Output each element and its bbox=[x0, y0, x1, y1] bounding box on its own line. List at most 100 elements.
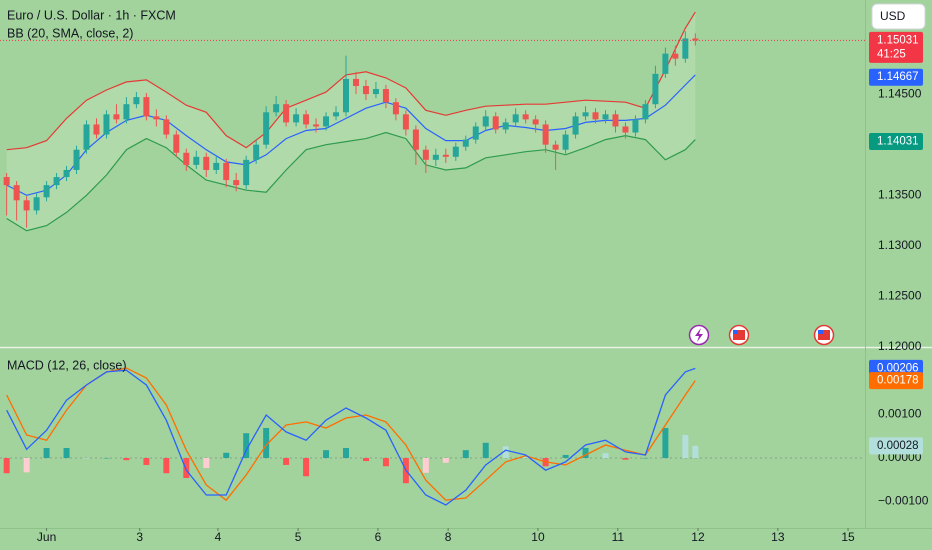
candle-body bbox=[313, 124, 320, 127]
candle-body bbox=[612, 114, 619, 127]
candle-body bbox=[452, 146, 459, 157]
candle-body bbox=[692, 38, 699, 41]
candle-body bbox=[422, 149, 429, 160]
signal-line bbox=[6, 367, 696, 502]
candle-body bbox=[233, 180, 240, 186]
macd-label: MACD (12, 26, close) bbox=[7, 358, 126, 372]
x-tick-label: 6 bbox=[375, 530, 382, 544]
y-tick-label: 1.13500 bbox=[878, 187, 922, 201]
candle-body bbox=[183, 152, 190, 165]
x-tick-label: 15 bbox=[841, 530, 855, 544]
y-tick-label: −0.00100 bbox=[878, 494, 929, 508]
candle-body bbox=[582, 112, 589, 117]
histogram-bar bbox=[602, 453, 609, 458]
candle-body bbox=[592, 112, 599, 120]
histogram-bar bbox=[422, 458, 429, 473]
histogram-bar bbox=[263, 428, 270, 458]
histogram-bar bbox=[3, 458, 10, 474]
histogram-bar bbox=[123, 458, 130, 461]
price-tag bbox=[869, 372, 923, 390]
x-tick-label: 8 bbox=[445, 530, 452, 544]
x-tick-label: 13 bbox=[771, 530, 785, 544]
candle-body bbox=[173, 134, 180, 153]
histogram-bar bbox=[283, 458, 290, 465]
histogram-bar bbox=[243, 433, 250, 458]
price-tag-label: 0.00028 bbox=[877, 440, 919, 452]
candle-body bbox=[163, 119, 170, 135]
candle-body bbox=[632, 119, 639, 133]
event-icons bbox=[688, 324, 835, 346]
currency-button[interactable]: USD bbox=[871, 3, 926, 30]
x-tick-label: 5 bbox=[295, 530, 302, 544]
candle-body bbox=[23, 200, 30, 211]
band-line bbox=[6, 131, 696, 232]
histogram-bar bbox=[502, 446, 509, 458]
x-tick-label: 3 bbox=[136, 530, 143, 544]
histogram-bar bbox=[303, 458, 310, 477]
candle-body bbox=[382, 89, 389, 103]
candle-body bbox=[662, 53, 669, 74]
histogram-bar bbox=[323, 450, 330, 458]
histogram-bar bbox=[103, 458, 110, 459]
histogram-bar bbox=[203, 458, 210, 468]
candle-body bbox=[113, 114, 120, 120]
lightning bbox=[695, 328, 703, 342]
plot-layer: 1.14500 1.13500 1.13000 1.12500 1.12000 1.150… bbox=[0, 11, 929, 544]
candle-body bbox=[123, 104, 130, 120]
candle-body bbox=[442, 154, 449, 157]
histogram-bar bbox=[63, 448, 70, 458]
candle-body bbox=[472, 126, 479, 140]
candle-body bbox=[333, 112, 340, 117]
x-tick-label: 10 bbox=[531, 530, 545, 544]
histogram-bar bbox=[692, 445, 699, 458]
histogram-bar bbox=[662, 428, 669, 458]
y-tick-label: 1.12000 bbox=[878, 339, 922, 353]
candle-body bbox=[273, 104, 280, 113]
y-tick-label: 1.12500 bbox=[878, 289, 922, 303]
candle-body bbox=[303, 114, 310, 125]
candle-body bbox=[512, 114, 519, 123]
button-bg[interactable] bbox=[871, 3, 926, 30]
histogram-bar bbox=[642, 458, 649, 459]
y-tick-label: 0.00100 bbox=[878, 407, 922, 421]
histogram-bar bbox=[362, 458, 369, 462]
histogram-bar bbox=[382, 458, 389, 467]
price-tag bbox=[869, 68, 923, 86]
candle-body bbox=[143, 97, 150, 117]
y-tick-label: 1.14500 bbox=[878, 86, 922, 100]
candle-body bbox=[343, 78, 349, 113]
candle-body bbox=[13, 185, 20, 201]
flag-canton bbox=[733, 330, 738, 334]
histogram-bar bbox=[682, 434, 689, 458]
candle-body bbox=[622, 126, 629, 133]
button-label[interactable]: USD bbox=[880, 9, 906, 23]
candle-body bbox=[283, 104, 290, 123]
histogram-bar bbox=[23, 458, 30, 473]
flag bbox=[733, 330, 745, 340]
candle-body bbox=[53, 177, 60, 186]
candle-body bbox=[253, 144, 260, 160]
histogram-bar bbox=[482, 442, 489, 458]
x-tick-label: 12 bbox=[691, 530, 705, 544]
candle-body bbox=[522, 114, 529, 120]
candle-body bbox=[83, 124, 90, 150]
candle-body bbox=[153, 116, 160, 120]
candle-body bbox=[502, 122, 509, 130]
candle-body bbox=[203, 156, 210, 170]
price-tag-label: 1.14667 bbox=[877, 71, 919, 83]
candle-body bbox=[93, 124, 100, 135]
candle-body bbox=[362, 85, 369, 95]
candle-body bbox=[672, 53, 679, 59]
candle-body bbox=[352, 78, 359, 86]
candle-body bbox=[532, 119, 539, 125]
histogram-bar bbox=[223, 452, 230, 458]
histogram-bar bbox=[343, 448, 349, 458]
candle-body bbox=[642, 104, 649, 120]
band-line bbox=[6, 74, 696, 196]
candle-body bbox=[542, 124, 549, 145]
histogram-bar bbox=[442, 458, 449, 463]
candle-body bbox=[562, 134, 569, 150]
x-tick-label: 11 bbox=[612, 530, 625, 544]
